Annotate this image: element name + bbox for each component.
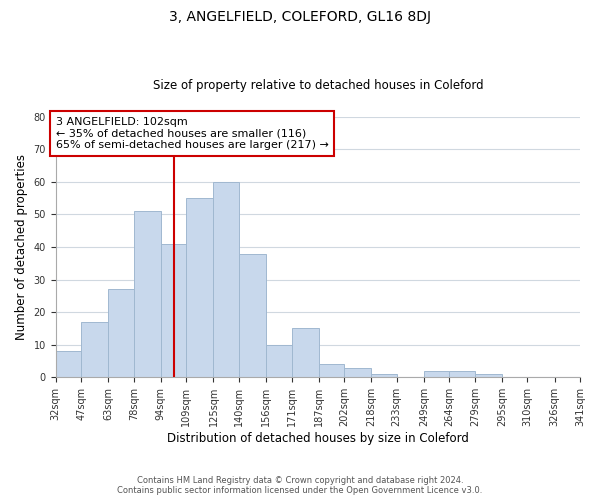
Bar [319, 364, 344, 378]
Bar [449, 371, 475, 378]
Bar [108, 290, 134, 378]
Text: 3 ANGELFIELD: 102sqm
← 35% of detached houses are smaller (116)
65% of semi-deta: 3 ANGELFIELD: 102sqm ← 35% of detached h… [56, 117, 329, 150]
Bar [292, 328, 319, 378]
Bar [371, 374, 397, 378]
Text: 3, ANGELFIELD, COLEFORD, GL16 8DJ: 3, ANGELFIELD, COLEFORD, GL16 8DJ [169, 10, 431, 24]
Bar [56, 352, 81, 378]
Bar [424, 371, 449, 378]
X-axis label: Distribution of detached houses by size in Coleford: Distribution of detached houses by size … [167, 432, 469, 445]
Bar [344, 368, 371, 378]
Bar [81, 322, 108, 378]
Bar [475, 374, 502, 378]
Bar [134, 211, 161, 378]
Text: Contains HM Land Registry data © Crown copyright and database right 2024.
Contai: Contains HM Land Registry data © Crown c… [118, 476, 482, 495]
Bar [161, 244, 187, 378]
Bar [239, 254, 266, 378]
Bar [214, 182, 239, 378]
Bar [266, 345, 292, 378]
Bar [187, 198, 214, 378]
Title: Size of property relative to detached houses in Coleford: Size of property relative to detached ho… [152, 79, 483, 92]
Y-axis label: Number of detached properties: Number of detached properties [15, 154, 28, 340]
